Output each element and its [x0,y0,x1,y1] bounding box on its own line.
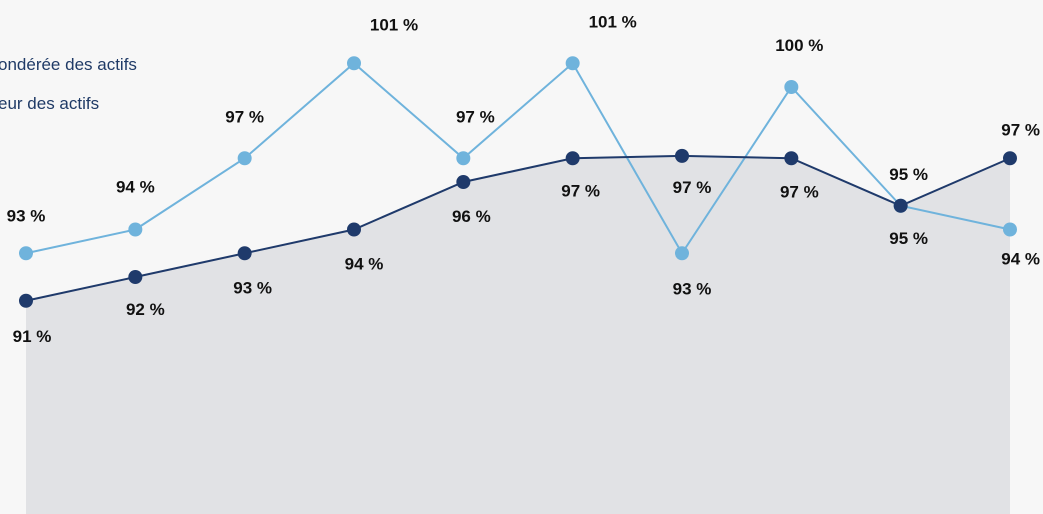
data-label-series-1-5: 97 % [561,181,600,200]
data-point-series-1-8[interactable] [893,198,908,213]
data-point-series-0-6[interactable] [675,246,689,261]
data-label-series-1-3: 94 % [345,255,384,274]
data-point-series-1-7[interactable] [784,151,799,166]
data-label-series-0-1: 94 % [116,178,155,197]
data-label-series-1-6: 97 % [673,178,712,197]
data-label-series-0-6: 93 % [673,279,712,298]
data-label-series-0-2: 97 % [225,107,264,126]
data-label-series-1-2: 93 % [233,278,272,297]
data-point-series-1-2[interactable] [237,246,252,261]
data-label-series-1-9: 97 % [1001,120,1040,139]
data-point-series-0-9[interactable] [1003,222,1017,237]
data-label-series-0-7: 100 % [775,36,823,55]
data-label-series-0-5: 101 % [589,12,637,31]
data-label-series-1-8: 95 % [889,229,928,248]
data-point-series-0-0[interactable] [19,246,33,261]
data-point-series-1-5[interactable] [565,151,580,166]
label-layer: 93 % 94 % 97 % 101 % 97 % 101 % 93 % 100 % 95 % 9… [7,12,1040,346]
series-line-0 [25,61,1011,256]
data-point-series-0-4[interactable] [456,151,471,166]
legend-entry-value: eur des actifs [0,94,99,113]
data-point-series-0-3[interactable] [347,56,361,71]
series-line-1 [25,154,1011,302]
data-point-series-1-9[interactable] [1003,151,1017,166]
data-label-series-1-7: 97 % [780,182,819,201]
data-point-series-1-4[interactable] [456,175,471,189]
data-label-series-1-1: 92 % [126,300,165,319]
data-label-series-0-4: 97 % [456,107,495,126]
data-point-series-1-1[interactable] [128,270,143,284]
data-point-series-0-7[interactable] [784,80,799,94]
data-point-series-1-3[interactable] [347,222,361,237]
point-layer [19,56,1017,308]
data-label-series-1-4: 96 % [452,207,491,226]
data-point-series-1-0[interactable] [19,293,33,308]
legend: ondérée des actifs eur des actifs [0,55,137,113]
data-point-series-0-1[interactable] [128,222,143,237]
data-label-series-1-0: 91 % [13,327,52,346]
data-label-series-0-8: 95 % [889,165,928,184]
data-label-series-0-9: 94 % [1001,250,1040,269]
data-point-series-0-5[interactable] [565,56,580,71]
data-point-series-1-6[interactable] [675,148,689,163]
line-layer [25,61,1011,302]
area-fill-series-1 [26,155,1010,514]
area-layer [26,155,1010,514]
data-label-series-0-0: 93 % [7,206,46,225]
data-point-series-0-2[interactable] [237,151,252,166]
data-label-series-0-3: 101 % [370,15,418,34]
legend-entry-weighted: ondérée des actifs [0,55,137,74]
